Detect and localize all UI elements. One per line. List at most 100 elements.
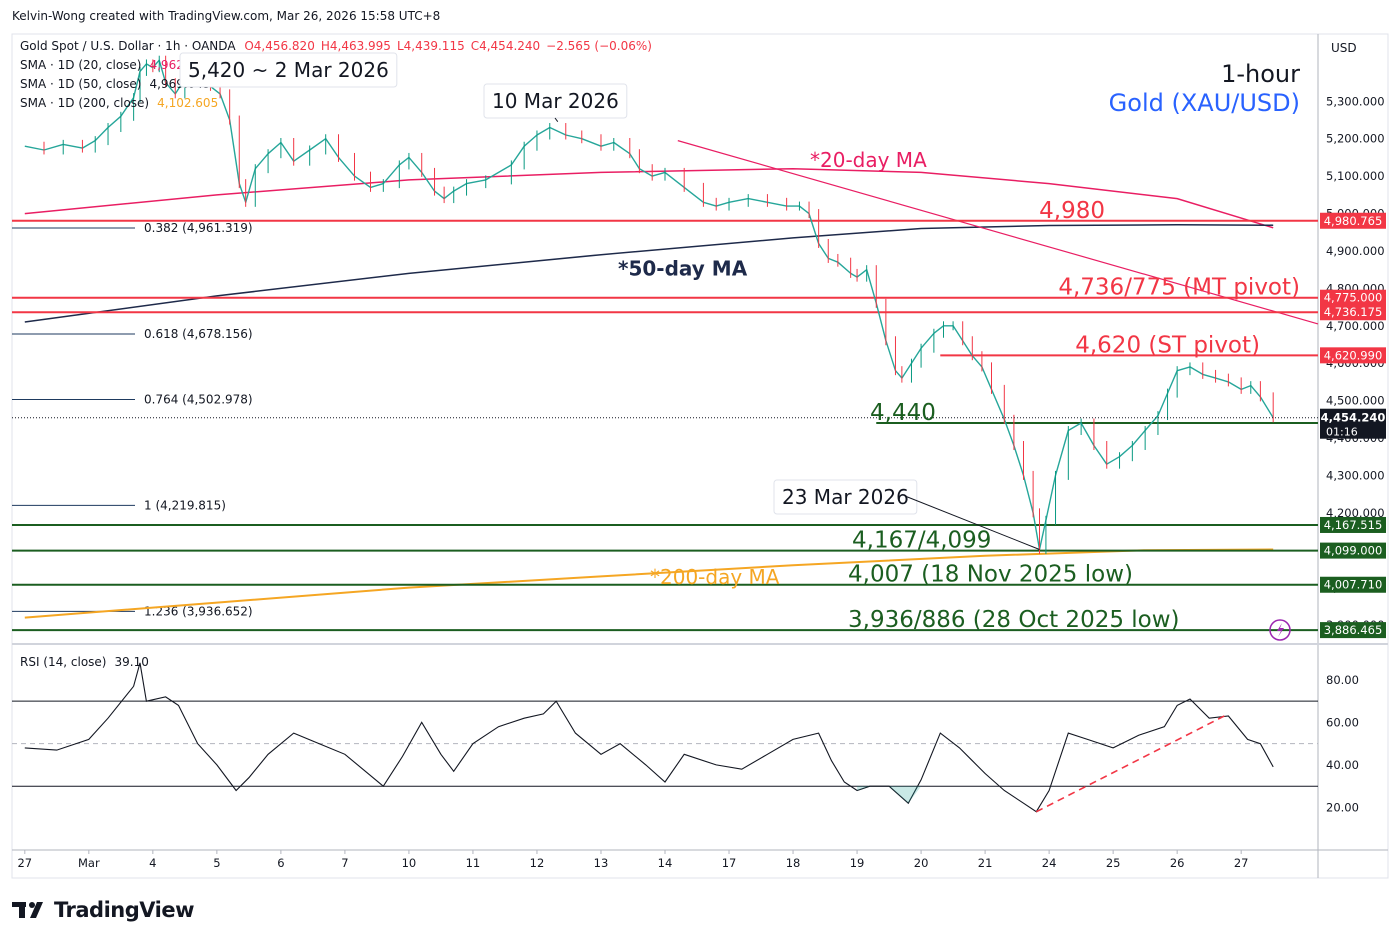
- ma20-label: *20-day MA: [810, 148, 927, 172]
- tradingview-logo-text: TradingView: [54, 898, 194, 922]
- level-label: 4,007 (18 Nov 2025 low): [848, 562, 1133, 588]
- ohlc-chg: −2.565 (−0.06%): [546, 39, 652, 53]
- fib-level-label: 0.764 (4,502.978): [144, 392, 253, 406]
- price-tick-label: 5,200.000: [1326, 132, 1385, 146]
- rsi-line: [24, 662, 1274, 813]
- annotation-2-mar: 5,420 ~ 2 Mar 2026: [188, 58, 389, 82]
- level-label: 4,980: [1039, 198, 1105, 224]
- fib-level-label: 1 (4,219.815): [144, 498, 226, 512]
- ma50-label: *50-day MA: [618, 256, 748, 280]
- price-tick-label: 4,500.000: [1326, 394, 1385, 408]
- rsi-tick-label: 80.00: [1326, 673, 1359, 687]
- fib-level-label: 0.382 (4,961.319): [144, 221, 253, 235]
- ma200-label: *200-day MA: [650, 565, 780, 589]
- level-axis-label: 4,167.515: [1324, 518, 1383, 532]
- ohlc-h: H4,463.995: [321, 39, 391, 53]
- level-axis-box: [1320, 212, 1386, 229]
- annotation-23-mar: 23 Mar 2026: [782, 485, 909, 509]
- ohlc-c: C4,454.240: [471, 39, 540, 53]
- time-tick-label: 12: [530, 856, 545, 870]
- time-tick-label: 5: [213, 856, 220, 870]
- current-price-label: 4,454.240: [1321, 411, 1386, 425]
- level-axis-label: 4,620.990: [1324, 348, 1383, 362]
- level-label: 4,440: [870, 400, 936, 426]
- ohlc-l: L4,439.115: [397, 39, 465, 53]
- level-axis-label: 3,886.465: [1324, 623, 1383, 637]
- time-tick-label: 6: [277, 856, 284, 870]
- current-price-box: [1320, 408, 1386, 439]
- time-tick-label: 13: [594, 856, 609, 870]
- symbol-line: Gold Spot / U.S. Dollar · 1h · OANDA: [20, 39, 236, 53]
- time-tick-label: Mar: [78, 856, 100, 870]
- time-tick-label: 7: [341, 856, 348, 870]
- descending-trendline: [677, 140, 1319, 325]
- rsi-title: RSI (14, close): [20, 655, 106, 669]
- price-line: [24, 59, 1274, 551]
- lightning-alert-icon: [1269, 619, 1291, 641]
- indicator-value: 4,102.605: [157, 96, 218, 110]
- annotation-10-mar: 10 Mar 2026: [492, 89, 619, 113]
- bar-countdown: 01:16: [1326, 426, 1358, 439]
- annotation-23-mar-box: [773, 479, 918, 515]
- level-axis-box: [1320, 542, 1386, 559]
- level-label: 4,620 (ST pivot): [1075, 332, 1260, 358]
- time-tick-label: 10: [402, 856, 417, 870]
- level-label: 4,167/4,099: [852, 528, 991, 554]
- indicator-label: SMA · 1D (20, close): [20, 58, 141, 72]
- rsi-tick-label: 60.00: [1326, 715, 1359, 729]
- time-tick-label: 21: [978, 856, 993, 870]
- level-axis-box: [1320, 347, 1386, 364]
- rsi-tick-label: 40.00: [1326, 758, 1359, 772]
- level-axis-box: [1320, 304, 1386, 321]
- price-tick-label: 4,900.000: [1326, 244, 1385, 258]
- time-tick-label: 24: [1042, 856, 1057, 870]
- level-axis-box: [1320, 576, 1386, 593]
- time-tick-label: 25: [1106, 856, 1121, 870]
- level-axis-box: [1320, 622, 1386, 639]
- sma20-line: [24, 167, 1274, 229]
- rsi-trendline: [1035, 713, 1229, 813]
- sma50-line: [24, 224, 1274, 323]
- mt-pivot-label: 4,736/775 (MT pivot): [1058, 275, 1300, 301]
- fib-level-label: 0.618 (4,678.156): [144, 327, 253, 341]
- time-tick-label: 20: [914, 856, 929, 870]
- ohlc-o: O4,456.820: [244, 39, 315, 53]
- lightning-alert-icon-glyph: [1277, 623, 1284, 637]
- indicator-label: SMA · 1D (50, close): [20, 77, 141, 91]
- time-tick-label: 18: [786, 856, 801, 870]
- annotation-23-mar-pointer: [904, 495, 1040, 550]
- level-axis-label: 4,736.175: [1324, 305, 1383, 319]
- price-tick-label: 5,100.000: [1326, 169, 1385, 183]
- time-tick-label: 11: [466, 856, 481, 870]
- fib-level-label: 1.236 (3,936.652): [144, 604, 253, 618]
- price-tick-label: 5,300.000: [1326, 94, 1385, 108]
- rsi-oversold-fill: [857, 786, 922, 804]
- time-tick-label: 17: [722, 856, 737, 870]
- indicator-label: SMA · 1D (200, close): [20, 96, 149, 110]
- time-tick-label: 27: [17, 856, 32, 870]
- level-axis-box: [1320, 516, 1386, 533]
- tradingview-logo: TradingView: [12, 898, 194, 922]
- rsi-tick-label: 20.00: [1326, 800, 1359, 814]
- time-tick-label: 19: [850, 856, 865, 870]
- level-axis-box: [1320, 289, 1386, 306]
- time-tick-label: 14: [658, 856, 673, 870]
- level-axis-label: 4,007.710: [1324, 578, 1383, 592]
- annotation-10-mar-pointer: [554, 117, 559, 122]
- level-axis-label: 4,775.000: [1324, 291, 1383, 305]
- timeframe-title: 1-hour: [1221, 60, 1300, 88]
- time-tick-label: 27: [1234, 856, 1249, 870]
- price-tick-label: 4,200.000: [1326, 506, 1385, 520]
- currency-label: USD: [1331, 41, 1357, 55]
- instrument-title: Gold (XAU/USD): [1109, 89, 1300, 117]
- chart-frame: [11, 33, 1389, 879]
- tradingview-logo-icon: [12, 902, 43, 918]
- rsi-value: 39.10: [114, 655, 148, 669]
- price-tick-label: 4,300.000: [1326, 468, 1385, 482]
- level-axis-label: 4,099.000: [1324, 544, 1383, 558]
- level-label: 3,936/886 (28 Oct 2025 low): [848, 607, 1180, 633]
- credit-text: Kelvin-Wong created with TradingView.com…: [12, 9, 441, 23]
- time-tick-label: 4: [149, 856, 156, 870]
- price-tick-label: 4,700.000: [1326, 319, 1385, 333]
